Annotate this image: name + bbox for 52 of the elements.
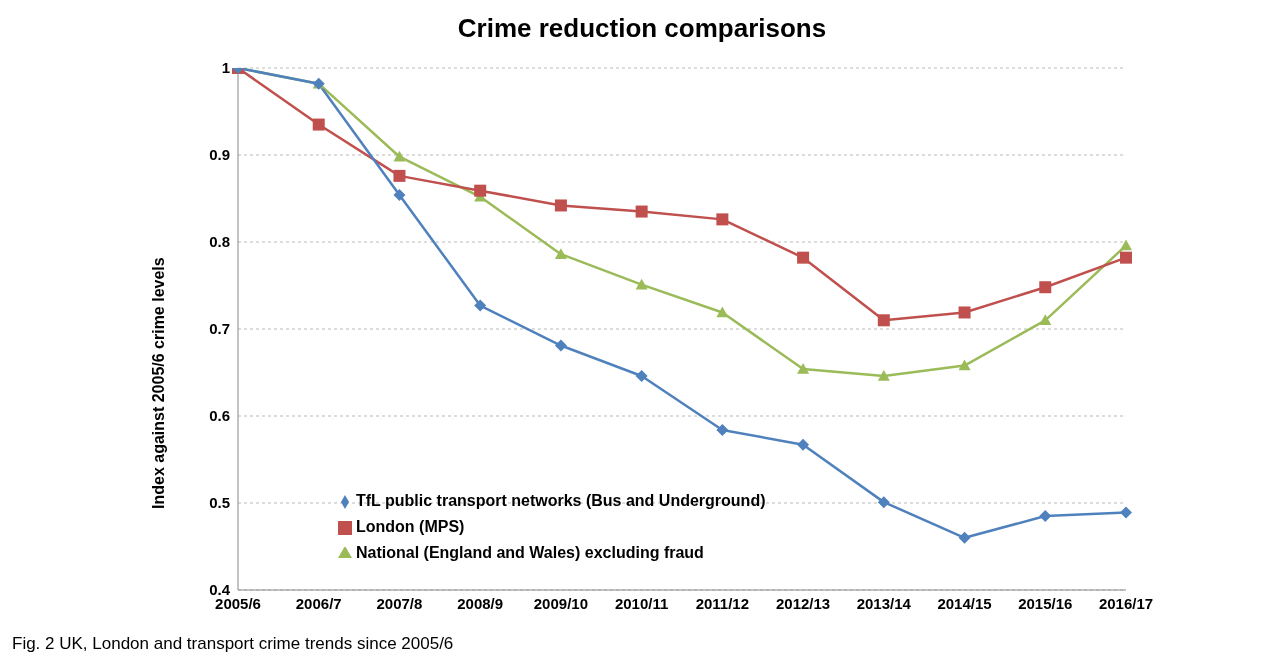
point: [554, 339, 567, 352]
point: [1039, 281, 1052, 294]
point: [958, 306, 971, 319]
point: [635, 205, 648, 218]
point: [635, 369, 648, 382]
point: [635, 278, 648, 290]
point: [393, 169, 406, 182]
legend-label: TfL public transport networks (Bus and Underground): [356, 492, 766, 509]
point: [554, 199, 567, 212]
x-tick-label: 2010/11: [614, 594, 669, 612]
x-tick-label: 2007/8: [376, 594, 423, 612]
point: [1120, 251, 1132, 264]
x-tick-label: 2015/16: [1018, 594, 1073, 612]
y-tick-label: 0.5: [209, 494, 230, 512]
point: [716, 306, 729, 318]
point: [958, 359, 971, 371]
y-axis-title: Index against 2005/6 crime levels: [149, 257, 167, 509]
point: [877, 369, 890, 381]
x-tick-label: 2012/13: [775, 594, 831, 612]
point: [474, 299, 487, 312]
point: [797, 251, 810, 264]
point: [312, 118, 325, 131]
x-tick-label: 2013/14: [856, 594, 912, 612]
legend-label: London (MPS): [356, 518, 465, 535]
point: [716, 423, 729, 436]
y-tick-label: 0.7: [209, 320, 230, 338]
point: [393, 150, 406, 162]
point: [1120, 506, 1132, 519]
legend-label: National (England and Wales) excluding fraud: [356, 544, 704, 561]
x-tick-label: 2006/7: [295, 594, 342, 612]
point: [1120, 239, 1132, 251]
point: [554, 248, 567, 259]
y-tick-label: 0.9: [209, 146, 230, 164]
point: [1039, 314, 1052, 326]
point: [797, 363, 810, 374]
y-tick-label: 0.8: [209, 233, 230, 251]
x-tick-label: 2009/10: [533, 594, 589, 612]
point: [877, 314, 890, 327]
x-tick-label: 2011/12: [695, 594, 750, 612]
point: [716, 213, 729, 226]
x-tick-label: 2016/17: [1098, 594, 1154, 612]
y-tick-label: 1: [221, 59, 230, 77]
x-tick-label: 2014/15: [937, 594, 992, 612]
point: [877, 496, 890, 509]
point: [797, 438, 810, 451]
point: [474, 184, 487, 197]
x-tick-label: 2008/9: [457, 594, 504, 612]
caption: Fig. 2 UK, London and transport crime trends since 2005/6: [11, 634, 455, 654]
point: [958, 531, 971, 544]
chart-title: Crime reduction comparisons: [456, 12, 828, 45]
point: [393, 189, 406, 202]
y-tick-label: 0.6: [209, 407, 230, 425]
